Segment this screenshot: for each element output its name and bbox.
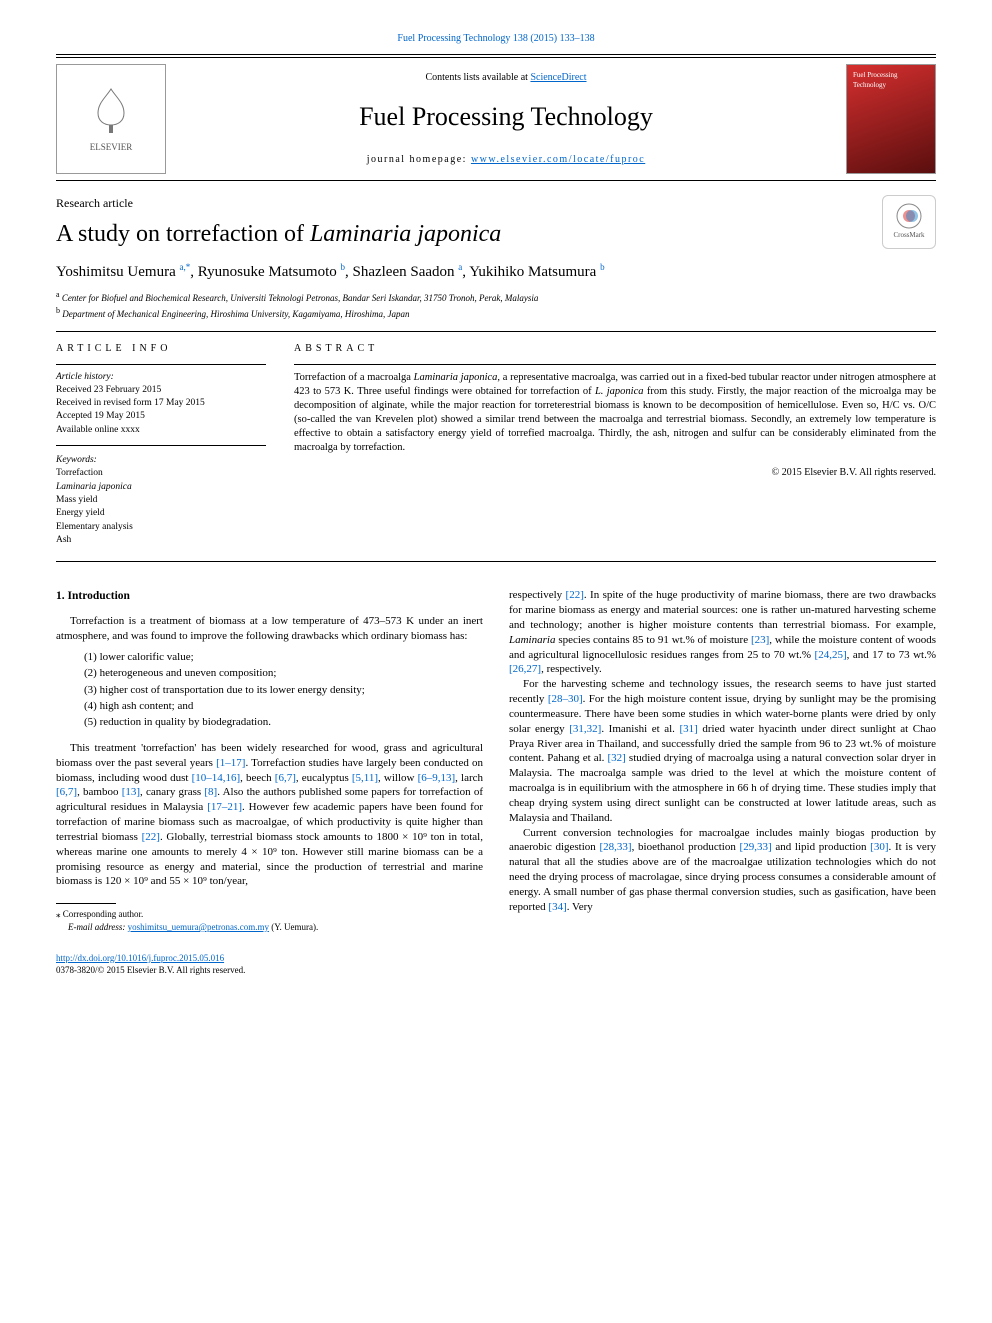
abstract-copyright: © 2015 Elsevier B.V. All rights reserved… bbox=[294, 466, 936, 480]
article-title: A study on torrefaction of Laminaria jap… bbox=[56, 218, 936, 252]
crossmark-badge[interactable]: CrossMark bbox=[882, 195, 936, 249]
contents-lists-line: Contents lists available at ScienceDirec… bbox=[174, 71, 838, 85]
article-type: Research article bbox=[56, 195, 936, 212]
ref-link[interactable]: [22] bbox=[566, 589, 584, 601]
author-list: Yoshimitsu Uemura a,*, Ryunosuke Matsumo… bbox=[56, 261, 936, 283]
homepage-link[interactable]: www.elsevier.com/locate/fuproc bbox=[471, 154, 645, 165]
ref-link[interactable]: [26,27] bbox=[509, 663, 541, 675]
right-column: respectively [22]. In spite of the huge … bbox=[509, 588, 936, 933]
ref-link[interactable]: [10–14,16] bbox=[192, 772, 241, 784]
intro-lead: Torrefaction is a treatment of biomass a… bbox=[56, 614, 483, 644]
abstract-text: Torrefaction of a macroalga Laminaria ja… bbox=[294, 371, 936, 456]
ref-link[interactable]: [32] bbox=[608, 752, 626, 764]
body-right-p3: Current conversion technologies for macr… bbox=[509, 826, 936, 915]
left-column: 1. Introduction Torrefaction is a treatm… bbox=[56, 588, 483, 933]
ref-link[interactable]: [29,33] bbox=[740, 841, 772, 853]
ref-link[interactable]: [5,11] bbox=[352, 772, 378, 784]
page-footer: http://dx.doi.org/10.1016/j.fuproc.2015.… bbox=[56, 952, 936, 977]
keywords-block: Keywords: TorrefactionLaminaria japonica… bbox=[56, 454, 266, 547]
ref-link[interactable]: [28,33] bbox=[600, 841, 632, 853]
ref-link[interactable]: [30] bbox=[870, 841, 888, 853]
ref-link[interactable]: [6,7] bbox=[56, 786, 77, 798]
crossmark-icon bbox=[896, 203, 922, 229]
ref-link[interactable]: [28–30] bbox=[548, 693, 583, 705]
article-info-head: article info bbox=[56, 342, 266, 356]
journal-homepage: journal homepage: www.elsevier.com/locat… bbox=[174, 153, 838, 167]
ref-link[interactable]: [6–9,13] bbox=[418, 772, 456, 784]
author-email-link[interactable]: yoshimitsu_uemura@petronas.com.my bbox=[128, 922, 269, 932]
corresponding-author-footnote: ⁎ Corresponding author. E-mail address: … bbox=[56, 908, 483, 933]
body-left-p1: This treatment 'torrefaction' has been w… bbox=[56, 741, 483, 889]
body-right-p1: respectively [22]. In spite of the huge … bbox=[509, 588, 936, 677]
journal-title: Fuel Processing Technology bbox=[174, 99, 838, 135]
ref-link[interactable]: [1–17] bbox=[216, 757, 245, 769]
body-right-p2: For the harvesting scheme and technology… bbox=[509, 677, 936, 825]
ref-link[interactable]: [17–21] bbox=[207, 801, 242, 813]
ref-link[interactable]: [22] bbox=[142, 831, 160, 843]
citation-header: Fuel Processing Technology 138 (2015) 13… bbox=[56, 32, 936, 46]
elsevier-logo: ELSEVIER bbox=[56, 64, 166, 174]
intro-heading: 1. Introduction bbox=[56, 588, 483, 604]
ref-link[interactable]: [13] bbox=[122, 786, 140, 798]
ref-link[interactable]: [8] bbox=[204, 786, 217, 798]
journal-cover-badge: Fuel Processing Technology bbox=[846, 64, 936, 174]
elsevier-tree-icon bbox=[88, 85, 134, 137]
doi-link[interactable]: http://dx.doi.org/10.1016/j.fuproc.2015.… bbox=[56, 953, 224, 963]
ref-link[interactable]: [24,25] bbox=[815, 649, 847, 661]
affiliations: a Center for Biofuel and Biochemical Res… bbox=[56, 289, 936, 320]
article-history: Article history: Received 23 February 20… bbox=[56, 371, 266, 446]
ref-link[interactable]: [23] bbox=[751, 634, 769, 646]
ref-link[interactable]: [31,32] bbox=[569, 723, 601, 735]
ref-link[interactable]: [34] bbox=[548, 901, 566, 913]
sciencedirect-link[interactable]: ScienceDirect bbox=[530, 72, 586, 83]
abstract-head: abstract bbox=[294, 342, 936, 356]
drawback-list: (1) lower calorific value;(2) heterogene… bbox=[84, 650, 483, 731]
ref-link[interactable]: [31] bbox=[680, 723, 698, 735]
journal-header: ELSEVIER Contents lists available at Sci… bbox=[56, 57, 936, 181]
ref-link[interactable]: [6,7] bbox=[275, 772, 296, 784]
